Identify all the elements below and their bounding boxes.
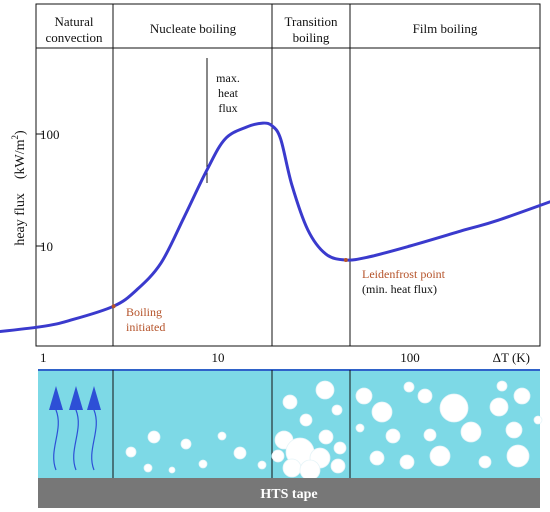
convection-streamline: [91, 402, 97, 471]
up-arrow-icon: [69, 386, 83, 410]
bubble: [496, 380, 508, 392]
bubble: [198, 459, 208, 469]
region-label-natural-2: convection: [45, 30, 103, 45]
x-tick-label-100: 100: [400, 350, 420, 365]
up-arrow-icon: [49, 386, 63, 410]
convection-streamline: [53, 402, 59, 471]
bubble: [403, 381, 415, 393]
region-label-transition-2: boiling: [293, 30, 330, 45]
bubble: [506, 444, 530, 468]
hts-tape: [38, 478, 540, 508]
up-arrow-icon: [87, 386, 101, 410]
bubble: [505, 421, 523, 439]
bubble: [125, 446, 137, 458]
bubble: [429, 445, 451, 467]
y-tick-label-10: 10: [40, 239, 53, 254]
bubble: [489, 397, 509, 417]
annotation-leidenfrost: Leidenfrost point: [362, 267, 446, 281]
bubble: [331, 404, 343, 416]
curve-point: [111, 304, 116, 309]
bubble: [513, 387, 531, 405]
annotation-boiling-1: Boiling: [126, 305, 162, 319]
bubble: [369, 450, 385, 466]
bubble: [355, 387, 373, 405]
annotation-boiling-2: initiated: [126, 320, 165, 334]
bubble: [371, 401, 393, 423]
bubble: [417, 388, 433, 404]
x-tick-label-10: 10: [212, 350, 225, 365]
x-axis-label: ΔT (K): [493, 350, 530, 365]
bubble: [282, 394, 298, 410]
region-label-transition-1: Transition: [285, 14, 338, 29]
bubble: [299, 459, 321, 481]
bubble: [271, 449, 285, 463]
hts-tape-label: HTS tape: [260, 487, 317, 502]
bubble: [333, 441, 347, 455]
bubble: [180, 438, 192, 450]
convection-arrows: [49, 386, 101, 471]
y-axis-label: heay flux (kW/m2): [10, 130, 28, 246]
bubble: [533, 415, 543, 425]
bubble: [315, 380, 335, 400]
region-label-nucleate: Nucleate boiling: [150, 21, 237, 36]
y-tick-label-100: 100: [40, 127, 60, 142]
region-label-film: Film boiling: [413, 21, 478, 36]
region-label-natural-1: Natural: [55, 14, 94, 29]
bubble: [147, 430, 161, 444]
bubble: [168, 466, 176, 474]
bubble: [355, 423, 365, 433]
bubble: [439, 393, 469, 423]
bubble: [318, 429, 334, 445]
bubble: [282, 458, 302, 478]
bubble: [257, 460, 267, 470]
bubble: [143, 463, 153, 473]
bubble: [385, 428, 401, 444]
bubble: [233, 446, 247, 460]
bubble: [399, 454, 415, 470]
bubble: [299, 413, 313, 427]
annotation-max-1: max.: [216, 71, 240, 85]
annotation-leidenfrost-sub: (min. heat flux): [362, 282, 437, 296]
boiling-curve-line: [0, 121, 550, 334]
annotation-max-2: heat: [218, 86, 239, 100]
x-tick-label-1: 1: [40, 350, 47, 365]
bubble: [330, 458, 346, 474]
bubble: [478, 455, 492, 469]
curve-point: [343, 257, 348, 262]
bubbles: [125, 380, 543, 481]
bubble: [460, 421, 482, 443]
bubble: [217, 431, 227, 441]
convection-streamline: [73, 402, 79, 471]
annotation-max-3: flux: [218, 101, 237, 115]
bubble: [423, 428, 437, 442]
